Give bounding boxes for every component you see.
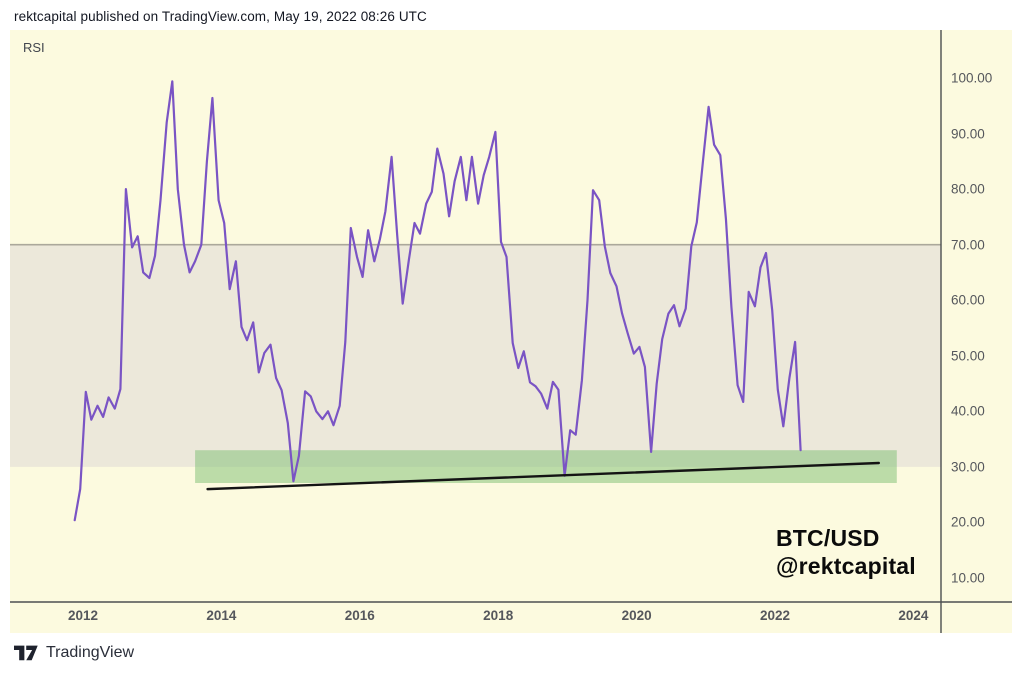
watermark-handle: @rektcapital [776, 553, 916, 580]
rsi-plot-canvas [10, 30, 1012, 633]
watermark: BTC/USD @rektcapital [776, 524, 916, 580]
tradingview-brand-text: TradingView [46, 644, 135, 661]
rsi-line [73, 80, 802, 522]
attribution-text: rektcapital published on TradingView.com… [14, 9, 427, 24]
support-trendline [206, 461, 880, 491]
tradingview-link[interactable]: TradingView [14, 644, 134, 662]
rsi-band-30-70 [10, 244, 941, 467]
watermark-symbol: BTC/USD [776, 525, 880, 551]
tradingview-logo-icon [14, 645, 38, 660]
indicator-label: RSI [23, 40, 45, 55]
footer: TradingView [14, 644, 134, 662]
rsi-chart-panel: 100.00 90.00 80.00 70.00 60.00 50.00 40.00 30.0… [10, 30, 1012, 633]
